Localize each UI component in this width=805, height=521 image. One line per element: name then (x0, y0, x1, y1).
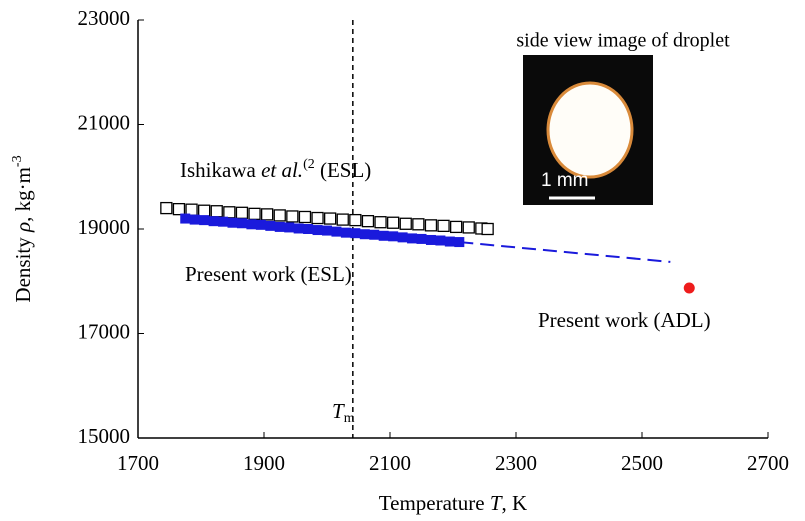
point (482, 224, 493, 235)
point (249, 208, 260, 219)
point (350, 215, 361, 226)
point (375, 217, 386, 228)
x-tick-label: 1900 (243, 451, 285, 475)
point (190, 215, 200, 225)
point (325, 213, 336, 224)
y-tick-label: 21000 (78, 110, 131, 134)
point (313, 225, 323, 235)
y-tick-label: 19000 (78, 215, 131, 239)
point (211, 206, 222, 217)
point (161, 203, 172, 214)
point (360, 229, 370, 239)
x-tick-label: 2100 (369, 451, 411, 475)
point (435, 235, 445, 245)
y-tick-label: 17000 (78, 319, 131, 343)
x-axis-title: Temperature T, K (379, 491, 527, 515)
y-title-part: -3 (10, 155, 25, 167)
point (236, 207, 247, 218)
point (400, 218, 411, 229)
point (173, 204, 184, 215)
point (398, 232, 408, 242)
point (303, 224, 313, 234)
y-title-part: Density (11, 232, 35, 303)
point (322, 226, 332, 236)
point (684, 283, 695, 294)
point (199, 205, 210, 216)
x-tick-label: 2500 (621, 451, 663, 475)
point (256, 220, 266, 230)
scale-label: 1 mm (541, 170, 589, 191)
point (265, 221, 275, 231)
point (341, 228, 351, 238)
fit-line (459, 242, 670, 262)
annotation-part: (ESL) (315, 158, 372, 182)
point (417, 234, 427, 244)
x-title-part: Temperature (379, 491, 490, 515)
point (425, 220, 436, 231)
point (186, 204, 197, 215)
annotation: Ishikawa et al.(2 (ESL) (180, 157, 371, 182)
x-title-part: , K (502, 491, 528, 515)
point (369, 230, 379, 240)
point (287, 211, 298, 222)
point (237, 218, 247, 228)
annotation: Present work (ESL) (185, 262, 352, 286)
point (407, 233, 417, 243)
point (274, 210, 285, 221)
point (224, 207, 235, 218)
droplet (548, 83, 632, 177)
point (209, 216, 219, 226)
point (413, 219, 424, 230)
point (294, 223, 304, 233)
point (262, 209, 273, 220)
point (284, 222, 294, 232)
chart: 1 mm side view image of droplet Density … (0, 0, 805, 521)
x-tick-label: 1700 (117, 451, 159, 475)
y-title-part: , kg·m (11, 167, 35, 222)
inset-title: side view image of droplet (516, 30, 730, 52)
inset: 1 mm side view image of droplet (516, 30, 730, 205)
point (180, 214, 190, 224)
point (438, 220, 449, 231)
annotation-part: Ishikawa (180, 158, 261, 182)
point (228, 218, 238, 228)
point (331, 227, 341, 237)
y-tick-label: 23000 (78, 6, 131, 30)
point (199, 215, 209, 225)
point (362, 216, 373, 227)
annotation-part: (2 (303, 157, 315, 172)
point (337, 214, 348, 225)
point (275, 222, 285, 232)
annotation-part: et al. (261, 158, 303, 182)
point (426, 235, 436, 245)
point (463, 222, 474, 233)
point (246, 219, 256, 229)
y-axis-title: Density ρ, kg·m-3 (10, 155, 35, 302)
point (312, 213, 323, 224)
point (445, 237, 455, 247)
point (299, 211, 310, 222)
point (379, 231, 389, 241)
x-tick-label: 2700 (747, 451, 789, 475)
annotation: Present work (ADL) (538, 308, 711, 332)
melting-label: Tm (332, 399, 355, 426)
x-tick-label: 2300 (495, 451, 537, 475)
point (350, 228, 360, 238)
y-title-part: ρ (11, 222, 35, 233)
point (388, 231, 398, 241)
point (388, 217, 399, 228)
point (451, 221, 462, 232)
y-tick-label: 15000 (78, 424, 131, 448)
point (218, 217, 228, 227)
